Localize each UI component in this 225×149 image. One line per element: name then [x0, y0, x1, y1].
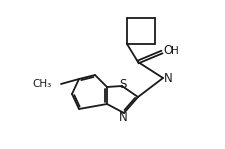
Text: N: N [118, 111, 127, 125]
Text: H: H [170, 46, 178, 56]
Text: N: N [163, 72, 172, 84]
Text: CH₃: CH₃ [33, 79, 52, 89]
Text: S: S [119, 79, 126, 91]
Text: O: O [163, 45, 172, 58]
